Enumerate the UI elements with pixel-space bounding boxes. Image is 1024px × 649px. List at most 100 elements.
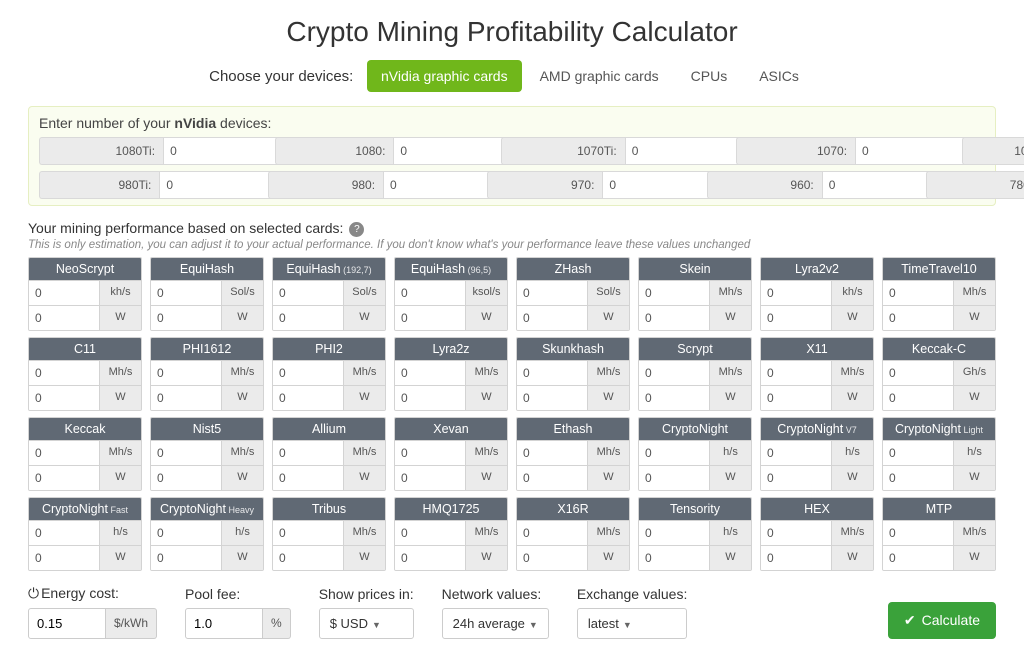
power-input[interactable] (761, 546, 831, 570)
power-unit: W (99, 306, 141, 330)
device-label: 1080Ti: (39, 137, 163, 165)
power-input[interactable] (517, 466, 587, 490)
power-input[interactable] (517, 306, 587, 330)
power-input[interactable] (883, 466, 953, 490)
hashrate-unit: h/s (709, 521, 751, 545)
tab-cpus[interactable]: CPUs (677, 60, 742, 92)
hashrate-input[interactable] (761, 521, 831, 545)
power-unit: W (587, 306, 629, 330)
hashrate-input[interactable] (517, 521, 587, 545)
hashrate-unit: Mh/s (587, 361, 629, 385)
power-input[interactable] (639, 546, 709, 570)
hashrate-unit: Mh/s (343, 441, 385, 465)
hashrate-input[interactable] (761, 361, 831, 385)
hashrate-input[interactable] (151, 361, 221, 385)
hashrate-input[interactable] (517, 441, 587, 465)
power-input[interactable] (395, 546, 465, 570)
algo-name: HMQ1725 (395, 498, 507, 520)
power-input[interactable] (273, 306, 343, 330)
hashrate-input[interactable] (151, 441, 221, 465)
hashrate-input[interactable] (395, 441, 465, 465)
power-input[interactable] (761, 306, 831, 330)
algo-name: CryptoNight Heavy (151, 498, 263, 520)
power-input[interactable] (517, 546, 587, 570)
hashrate-input[interactable] (639, 281, 709, 305)
energy-cost-input[interactable] (28, 608, 106, 639)
power-input[interactable] (395, 306, 465, 330)
hashrate-input[interactable] (639, 361, 709, 385)
hashrate-input[interactable] (395, 281, 465, 305)
algo-card: TribusMh/sW (272, 497, 386, 571)
hashrate-unit: Mh/s (343, 521, 385, 545)
power-input[interactable] (29, 466, 99, 490)
hashrate-input[interactable] (395, 361, 465, 385)
hashrate-input[interactable] (883, 441, 953, 465)
power-input[interactable] (151, 306, 221, 330)
power-input[interactable] (29, 546, 99, 570)
power-input[interactable] (273, 466, 343, 490)
algo-card: CryptoNighth/sW (638, 417, 752, 491)
hashrate-unit: Mh/s (99, 441, 141, 465)
power-input[interactable] (273, 386, 343, 410)
power-input[interactable] (883, 386, 953, 410)
power-input[interactable] (883, 306, 953, 330)
power-input[interactable] (273, 546, 343, 570)
hashrate-input[interactable] (151, 521, 221, 545)
algo-card: Nist5Mh/sW (150, 417, 264, 491)
power-input[interactable] (761, 466, 831, 490)
hashrate-input[interactable] (639, 441, 709, 465)
power-input[interactable] (29, 306, 99, 330)
performance-heading: Your mining performance based on selecte… (28, 220, 996, 237)
hashrate-input[interactable] (29, 361, 99, 385)
power-input[interactable] (517, 386, 587, 410)
power-unit: W (953, 386, 995, 410)
power-input[interactable] (151, 386, 221, 410)
power-input[interactable] (151, 546, 221, 570)
hashrate-input[interactable] (29, 441, 99, 465)
algo-card: Lyra2zMh/sW (394, 337, 508, 411)
power-input[interactable] (883, 546, 953, 570)
power-unit: W (343, 386, 385, 410)
hashrate-input[interactable] (761, 281, 831, 305)
hashrate-unit: Mh/s (221, 361, 263, 385)
hashrate-input[interactable] (29, 521, 99, 545)
calculate-button[interactable]: ✔Calculate (888, 602, 996, 639)
power-input[interactable] (395, 386, 465, 410)
hashrate-input[interactable] (517, 281, 587, 305)
tab-asics[interactable]: ASICs (745, 60, 813, 92)
hashrate-input[interactable] (517, 361, 587, 385)
tab-nvidia-graphic-cards[interactable]: nVidia graphic cards (367, 60, 522, 92)
hashrate-input[interactable] (639, 521, 709, 545)
hashrate-input[interactable] (273, 521, 343, 545)
hashrate-input[interactable] (273, 441, 343, 465)
hashrate-input[interactable] (883, 361, 953, 385)
exchange-select[interactable]: latest▼ (577, 608, 688, 639)
power-input[interactable] (639, 386, 709, 410)
power-input[interactable] (29, 386, 99, 410)
hashrate-input[interactable] (151, 281, 221, 305)
power-input[interactable] (395, 466, 465, 490)
hashrate-input[interactable] (29, 281, 99, 305)
power-input[interactable] (639, 466, 709, 490)
power-unit: W (831, 466, 873, 490)
pool-fee-input[interactable] (185, 608, 263, 639)
hashrate-input[interactable] (273, 281, 343, 305)
power-unit: W (709, 546, 751, 570)
network-select[interactable]: 24h average▼ (442, 608, 549, 639)
hashrate-input[interactable] (883, 521, 953, 545)
power-input[interactable] (151, 466, 221, 490)
power-unit: W (831, 306, 873, 330)
tab-amd-graphic-cards[interactable]: AMD graphic cards (526, 60, 673, 92)
hashrate-unit: Mh/s (953, 521, 995, 545)
prices-select[interactable]: $ USD▼ (319, 608, 414, 639)
power-input[interactable] (639, 306, 709, 330)
algo-card: SkeinMh/sW (638, 257, 752, 331)
hashrate-input[interactable] (273, 361, 343, 385)
power-input[interactable] (761, 386, 831, 410)
hashrate-input[interactable] (395, 521, 465, 545)
power-unit: W (343, 466, 385, 490)
help-icon[interactable]: ? (349, 222, 364, 237)
hashrate-input[interactable] (761, 441, 831, 465)
algo-name: PHI2 (273, 338, 385, 360)
hashrate-input[interactable] (883, 281, 953, 305)
